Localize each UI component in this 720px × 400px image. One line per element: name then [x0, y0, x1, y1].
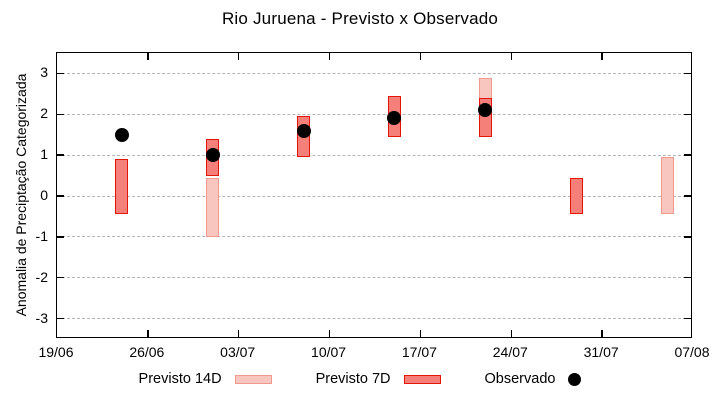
y-tick-left — [57, 195, 64, 197]
y-tick-right — [684, 113, 691, 116]
x-tick-label: 24/07 — [492, 344, 528, 360]
x-tick-label: 17/07 — [401, 344, 437, 360]
legend-dot-swatch — [568, 372, 582, 386]
x-tick-bottom — [147, 330, 149, 337]
plot-area — [56, 52, 692, 338]
y-gridline — [57, 72, 691, 74]
range-bar — [660, 157, 674, 215]
x-tick-top — [237, 53, 240, 60]
y-tick-right — [684, 195, 691, 197]
y-tick-right — [684, 154, 691, 156]
y-tick-left — [57, 154, 64, 156]
x-tick-bottom — [328, 330, 331, 337]
y-tick-right — [684, 317, 691, 320]
legend-item: Previsto 14D — [139, 371, 272, 387]
chart-title: Rio Juruena - Previsto x Observado — [221, 9, 499, 28]
x-tick-label: 03/07 — [220, 344, 256, 360]
legend-label: Previsto 7D — [315, 371, 391, 387]
y-tick-left — [57, 276, 64, 279]
legend-bar-swatch — [234, 374, 272, 384]
legend-label: Previsto 14D — [138, 371, 222, 387]
y-tick-left — [57, 236, 64, 238]
y-gridline — [57, 277, 691, 279]
x-tick-top — [601, 53, 603, 60]
x-tick-label: 07/08 — [674, 344, 710, 360]
observation-dot — [296, 123, 311, 138]
y-tick-right — [684, 72, 691, 75]
range-bar — [115, 159, 129, 215]
x-tick-top — [147, 53, 149, 60]
legend-item: Observado — [485, 371, 582, 387]
y-axis-label: Anomalia de Preciptação Categorizada — [13, 73, 29, 317]
x-tick-bottom — [237, 330, 240, 337]
y-gridline — [57, 236, 691, 238]
range-bar — [206, 177, 220, 237]
x-tick-bottom — [601, 330, 603, 337]
observation-dot — [478, 103, 493, 118]
observation-dot — [387, 111, 402, 126]
y-tick-right — [684, 236, 691, 238]
legend-label: Observado — [484, 371, 556, 387]
x-tick-label: 10/07 — [311, 344, 347, 360]
observation-dot — [114, 127, 129, 142]
range-bar — [569, 177, 583, 215]
x-tick-label: 31/07 — [583, 344, 619, 360]
observation-dot — [205, 148, 220, 163]
x-tick-bottom — [510, 330, 513, 337]
y-gridline — [57, 113, 691, 115]
x-tick-top — [419, 53, 422, 60]
y-tick-left — [57, 72, 64, 75]
legend-bar-swatch — [403, 374, 441, 384]
x-tick-top — [510, 53, 513, 60]
legend-item: Previsto 7D — [316, 371, 441, 387]
y-gridline — [57, 195, 691, 197]
y-gridline — [57, 154, 691, 156]
y-tick-left — [57, 317, 64, 320]
x-tick-bottom — [419, 330, 422, 337]
x-tick-label: 26/06 — [129, 344, 165, 360]
y-tick-left — [57, 113, 64, 116]
y-tick-right — [684, 276, 691, 279]
x-tick-top — [328, 53, 331, 60]
y-gridline — [57, 318, 691, 320]
x-tick-label: 19/06 — [38, 344, 74, 360]
legend: Previsto 14D Previsto 7D Observado — [0, 371, 720, 387]
